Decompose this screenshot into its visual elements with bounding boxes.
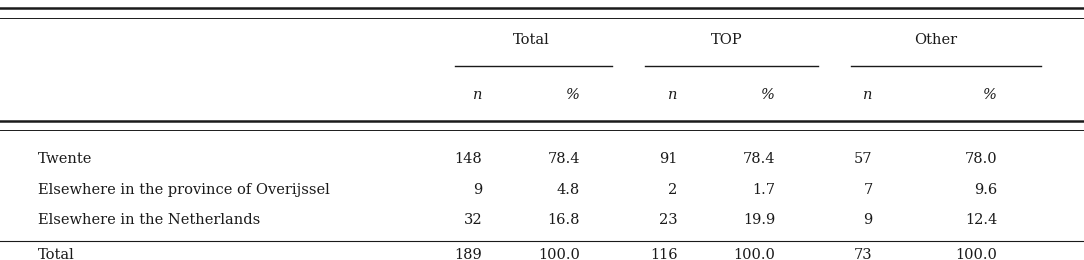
Text: 73: 73 (854, 248, 873, 260)
Text: 116: 116 (650, 248, 678, 260)
Text: 1.7: 1.7 (752, 183, 775, 197)
Text: Total: Total (38, 248, 75, 260)
Text: 9: 9 (473, 183, 482, 197)
Text: n: n (668, 88, 678, 102)
Text: 189: 189 (454, 248, 482, 260)
Text: 19.9: 19.9 (743, 213, 775, 227)
Text: TOP: TOP (710, 33, 743, 47)
Text: 78.4: 78.4 (547, 152, 580, 166)
Text: n: n (863, 88, 873, 102)
Text: 57: 57 (854, 152, 873, 166)
Text: Twente: Twente (38, 152, 92, 166)
Text: 78.4: 78.4 (743, 152, 775, 166)
Text: n: n (473, 88, 482, 102)
Text: 4.8: 4.8 (557, 183, 580, 197)
Text: 100.0: 100.0 (733, 248, 775, 260)
Text: 7: 7 (863, 183, 873, 197)
Text: 23: 23 (659, 213, 678, 227)
Text: 32: 32 (464, 213, 482, 227)
Text: 9: 9 (863, 213, 873, 227)
Text: 100.0: 100.0 (955, 248, 997, 260)
Text: 148: 148 (454, 152, 482, 166)
Text: Elsewhere in the province of Overijssel: Elsewhere in the province of Overijssel (38, 183, 330, 197)
Text: 100.0: 100.0 (538, 248, 580, 260)
Text: %: % (761, 88, 775, 102)
Text: 12.4: 12.4 (965, 213, 997, 227)
Text: %: % (566, 88, 580, 102)
Text: Elsewhere in the Netherlands: Elsewhere in the Netherlands (38, 213, 260, 227)
Text: 9.6: 9.6 (975, 183, 997, 197)
Text: 2: 2 (668, 183, 678, 197)
Text: 16.8: 16.8 (547, 213, 580, 227)
Text: 91: 91 (659, 152, 678, 166)
Text: Total: Total (513, 33, 550, 47)
Text: 78.0: 78.0 (965, 152, 997, 166)
Text: Other: Other (914, 33, 957, 47)
Text: %: % (983, 88, 997, 102)
